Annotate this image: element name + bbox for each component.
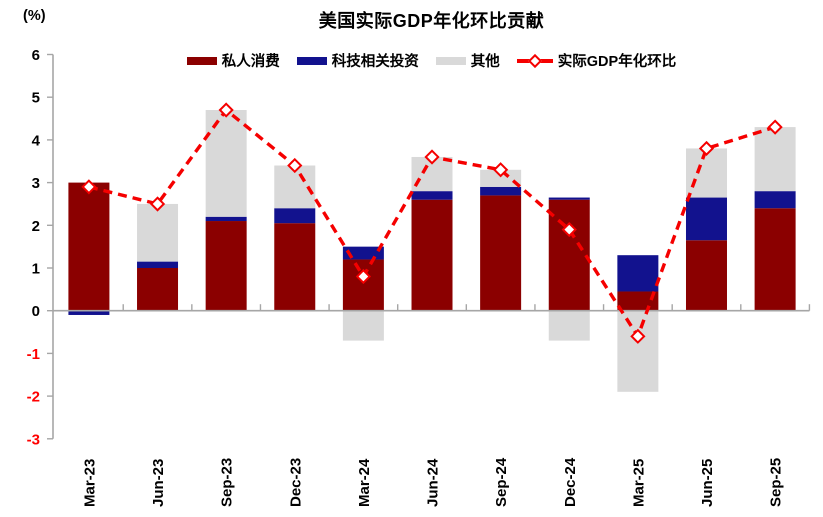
bar-segment	[68, 310, 110, 315]
bar-segment	[68, 182, 110, 311]
y-axis-tick-label: -1	[27, 346, 40, 363]
y-axis-tick-label: 5	[32, 90, 40, 107]
x-axis-category-label: Sep-24	[493, 457, 510, 507]
legend-item-gdp-line: 实际GDP年化环比	[516, 50, 677, 71]
bar-segment	[548, 197, 590, 200]
gdp-marker-diamond	[767, 119, 783, 135]
legend-label-tech-investment: 科技相关投资	[331, 54, 419, 70]
x-axis-category-label: Sep-23	[219, 458, 236, 507]
legend: 私人消费 科技相关投资 其他 实际GDP年化环比	[40, 50, 823, 71]
bar-segment	[205, 221, 247, 311]
legend-swatch-private-consumption	[186, 56, 217, 65]
bar-segment	[411, 199, 453, 311]
gdp-marker-diamond	[149, 196, 166, 212]
gdp-marker-diamond	[424, 149, 440, 165]
bar-segment	[548, 310, 590, 341]
y-axis-tick-label: 1	[32, 261, 40, 278]
bar-segment	[137, 261, 179, 268]
bar-segment	[480, 169, 522, 187]
bar-segment	[480, 195, 522, 311]
legend-label-other: 其他	[470, 54, 500, 70]
bar-segment	[754, 208, 796, 311]
bar-segment	[685, 148, 727, 198]
y-axis-tick-label: -3	[27, 431, 40, 448]
chart-title: 美国实际GDP年化环比贡献	[318, 11, 545, 31]
bar-segment	[137, 203, 179, 262]
gdp-marker-diamond	[630, 328, 646, 344]
gdp-marker-diamond	[698, 140, 715, 157]
legend-label-private-consumption: 私人消费	[221, 54, 280, 70]
x-axis-category-label: Jun-24	[425, 458, 442, 507]
gdp-marker-diamond	[218, 102, 234, 118]
gdp-marker-diamond	[561, 221, 577, 238]
x-axis-category-label: Dec-23	[287, 458, 304, 507]
legend-swatch-tech-investment	[296, 56, 327, 65]
bar-segment	[480, 186, 522, 196]
legend-item-other: 其他	[435, 50, 500, 71]
y-axis-tick-label: 4	[32, 132, 41, 149]
gdp-marker-diamond	[81, 179, 97, 195]
legend-gdp-line-marker-icon	[516, 53, 553, 68]
x-axis-category-label: Mar-23	[81, 459, 98, 507]
bar-segment	[274, 208, 316, 224]
bar-segment	[617, 310, 659, 392]
y-axis-tick-label: -2	[27, 389, 40, 406]
bar-segment	[274, 223, 316, 311]
y-axis-tick-label: 6	[32, 47, 40, 64]
gdp-marker-diamond	[355, 268, 372, 285]
bar-segment	[617, 255, 659, 292]
gdp-marker-diamond	[287, 157, 303, 174]
y-axis-tick-label: 3	[32, 175, 40, 192]
gdp-marker-diamond	[493, 162, 509, 178]
legend-swatch-other	[435, 56, 466, 65]
legend-item-tech-investment: 科技相关投资	[296, 50, 419, 71]
bar-segment	[342, 259, 384, 311]
y-axis-tick-label: 0	[32, 303, 40, 320]
bar-segment	[205, 110, 247, 217]
x-axis-category-label: Jun-25	[699, 459, 716, 507]
bar-segment	[137, 268, 179, 311]
bar-segment	[548, 199, 590, 311]
x-axis-category-label: Mar-24	[356, 458, 373, 507]
legend-label-gdp-line: 实际GDP年化环比	[557, 54, 677, 70]
legend-item-private-consumption: 私人消费	[186, 50, 280, 71]
x-axis-category-label: Mar-25	[630, 459, 647, 507]
bar-segment	[685, 240, 727, 311]
x-axis-category-label: Sep-25	[768, 458, 785, 507]
bar-segment	[342, 310, 384, 341]
y-axis-unit-label: (%)	[23, 8, 46, 24]
bar-segment	[754, 127, 796, 192]
bar-segment	[205, 216, 247, 222]
bar-segment	[685, 197, 727, 241]
bar-segment	[411, 191, 453, 200]
x-axis-category-label: Dec-24	[562, 457, 579, 507]
x-axis-category-label: Jun-23	[150, 459, 167, 507]
y-axis-tick-label: 2	[32, 218, 40, 235]
bar-segment	[754, 191, 796, 209]
